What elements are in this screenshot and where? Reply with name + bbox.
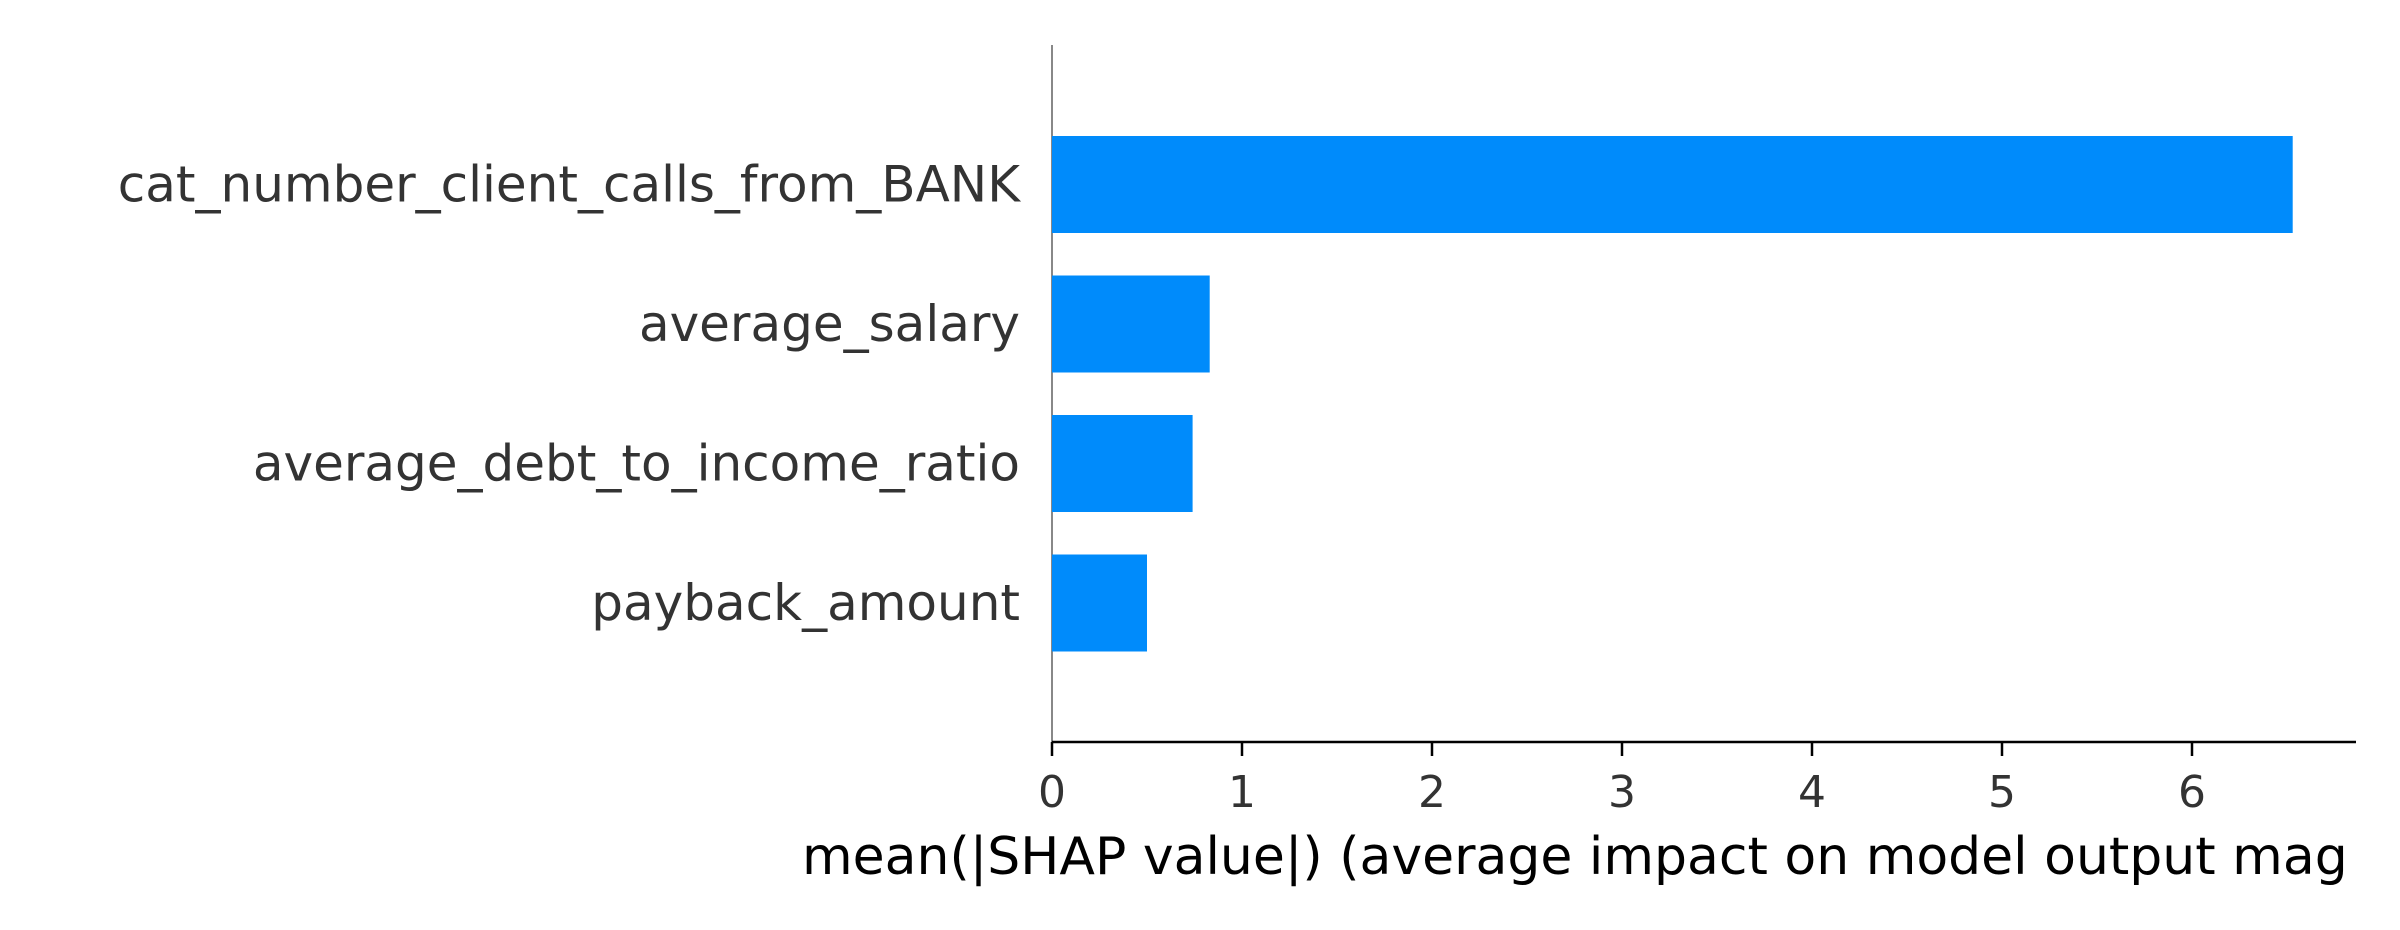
x-tick-label-4: 4 bbox=[1798, 767, 1826, 818]
bar-average-salary bbox=[1052, 275, 1210, 373]
x-axis-title: mean(|SHAP value|) (average impact on mo… bbox=[802, 827, 2348, 887]
bars-group bbox=[1052, 136, 2293, 652]
bar-payback-amount bbox=[1052, 554, 1147, 652]
x-ticks-group: 0 1 2 3 4 5 6 bbox=[1038, 742, 2206, 818]
bar-average-debt-to-income-ratio bbox=[1052, 415, 1193, 512]
x-tick-label-6: 6 bbox=[2178, 767, 2206, 818]
bar-cat-number-client-calls-from-bank bbox=[1052, 136, 2293, 233]
x-tick-label-2: 2 bbox=[1418, 767, 1446, 818]
x-tick-label-5: 5 bbox=[1988, 767, 2016, 818]
category-label-cat-number-client-calls-from-bank: cat_number_client_calls_from_BANK bbox=[118, 156, 1021, 214]
x-tick-label-0: 0 bbox=[1038, 767, 1066, 818]
category-label-payback-amount: payback_amount bbox=[591, 574, 1020, 632]
category-labels-group: cat_number_client_calls_from_BANKaverage… bbox=[118, 156, 1021, 633]
category-label-average-salary: average_salary bbox=[639, 295, 1020, 353]
category-label-average-debt-to-income-ratio: average_debt_to_income_ratio bbox=[253, 435, 1020, 493]
x-tick-label-1: 1 bbox=[1228, 767, 1256, 818]
x-tick-label-3: 3 bbox=[1608, 767, 1636, 818]
